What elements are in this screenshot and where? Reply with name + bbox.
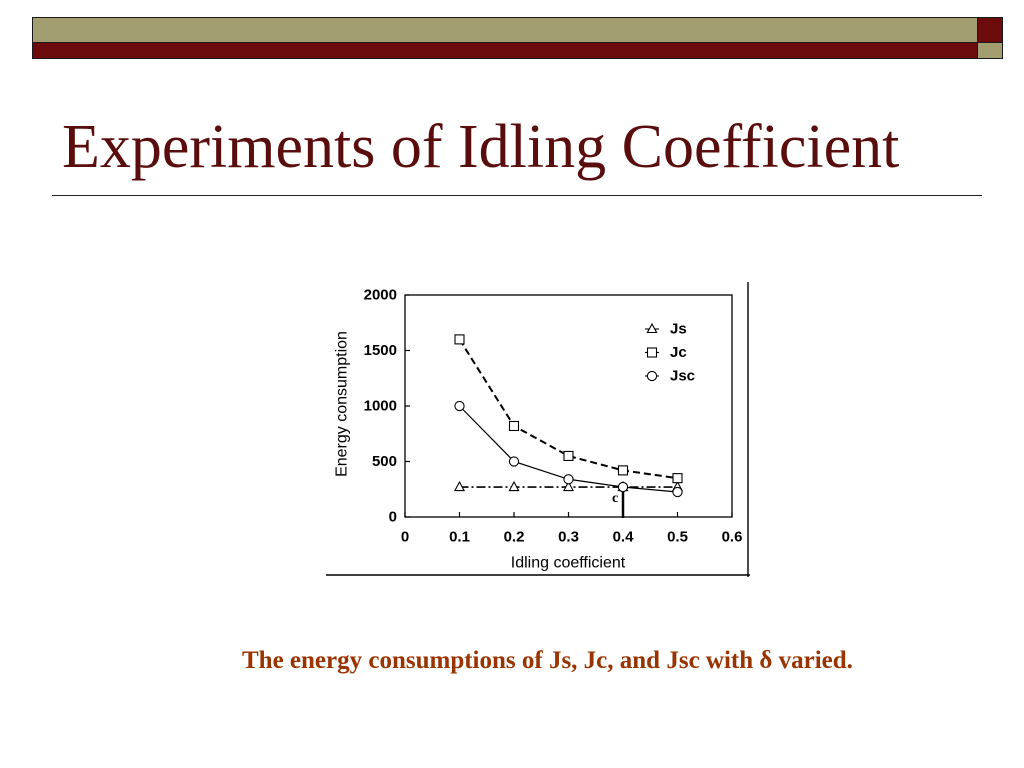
y-tick-label: 1500: [364, 342, 397, 359]
y-axis-label: Energy consumption: [334, 331, 351, 477]
legend-label-js: Js: [670, 321, 687, 338]
series-jsc: [454, 400, 683, 498]
data-point-jc: [617, 465, 629, 476]
title-divider: [52, 195, 982, 196]
x-tick-label: 0.1: [449, 529, 470, 546]
legend-item-jc: Jc: [645, 344, 687, 361]
data-point-jsc: [454, 400, 465, 412]
x-axis-label: Idling coefficient: [511, 555, 626, 572]
data-point-jsc: [508, 456, 520, 467]
x-tick-label: 0: [401, 529, 409, 546]
data-point-jsc: [672, 486, 683, 498]
x-tick-label: 0.4: [613, 529, 635, 546]
plot-area: 0 0.1 0.2 0.3 0.4 0.5 0.6 0 500 1000 1500 2000 c Js Jc…: [364, 287, 743, 546]
legend-label-jc: Jc: [670, 344, 687, 361]
series-line-jc: [458, 338, 678, 480]
y-tick-label: 500: [372, 453, 397, 470]
x-tick-label: 0.2: [504, 529, 525, 546]
legend-item-jsc: Jsc: [645, 368, 695, 385]
y-tick-label: 2000: [364, 287, 397, 304]
banner-olive-band: [32, 17, 978, 43]
legend-label-jsc: Jsc: [670, 368, 695, 385]
data-point-js: [508, 480, 520, 492]
banner-corner-olive-square: [977, 42, 1003, 59]
series-jc: [454, 334, 683, 484]
x-tick-label: 0.5: [667, 529, 688, 546]
banner-corner-maroon-square: [977, 17, 1003, 43]
figure-caption: The energy consumptions of Js, Jc, and J…: [242, 647, 853, 674]
legend-marker-jsc: [646, 370, 658, 382]
y-tick-label: 1000: [364, 398, 397, 415]
banner-maroon-band: [32, 42, 978, 59]
x-tick-label: 0.3: [558, 529, 579, 546]
slide-title: Experiments of Idling Coefficient: [62, 113, 900, 181]
data-point-jc: [563, 450, 574, 461]
y-tick-label: 0: [389, 509, 397, 526]
legend-marker-jc: [646, 347, 658, 358]
legend-item-js: Js: [645, 321, 687, 338]
annotation-label: c: [612, 491, 618, 506]
data-point-js: [453, 480, 466, 492]
data-point-js: [562, 480, 575, 492]
data-point-jc: [508, 420, 520, 432]
data-point-jsc: [617, 481, 629, 493]
legend: Js Jc Jsc: [645, 321, 695, 385]
legend-marker-js: [646, 322, 658, 334]
data-point-jc: [672, 473, 683, 484]
data-point-jc: [454, 334, 465, 345]
data-point-jsc: [563, 474, 574, 485]
x-tick-label: 0.6: [722, 529, 743, 546]
